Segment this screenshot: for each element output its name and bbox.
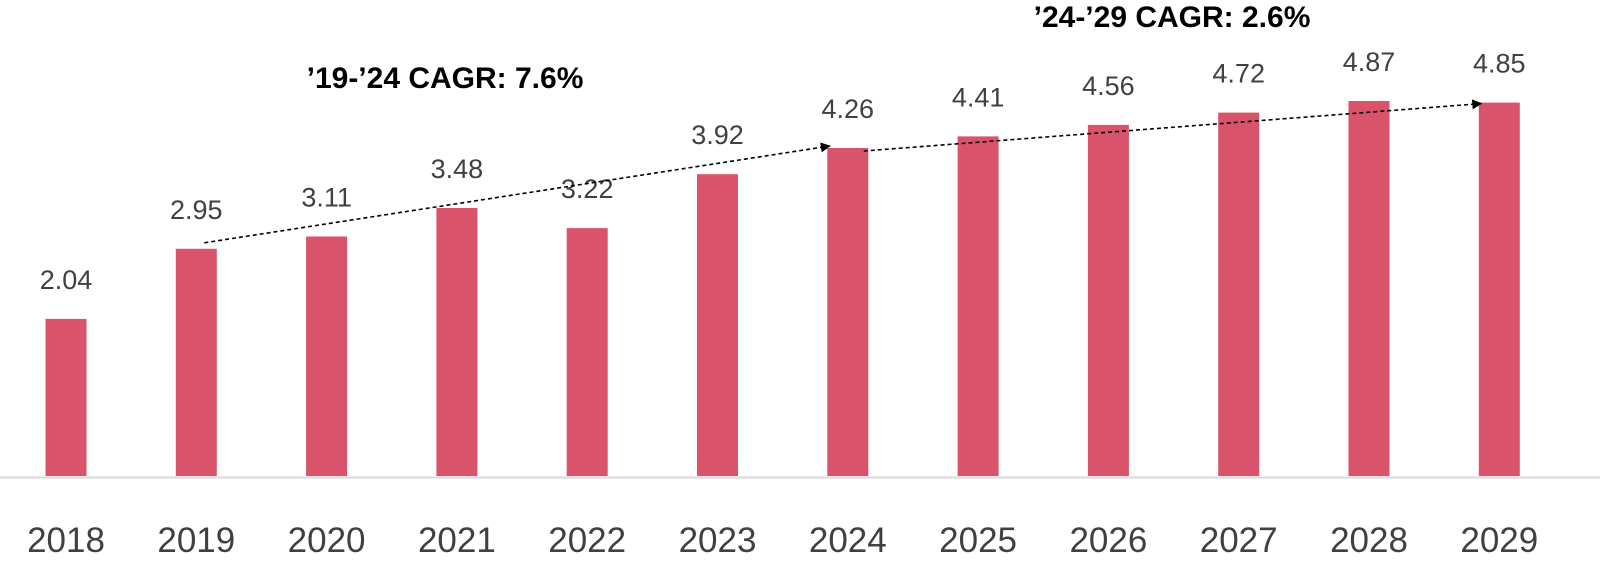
data-label-2023: 3.92: [691, 120, 744, 150]
data-label-2028: 4.87: [1343, 47, 1396, 77]
data-label-2022: 3.22: [561, 174, 614, 204]
data-label-2025: 4.41: [952, 82, 1005, 112]
x-tick-2029: 2029: [1460, 521, 1538, 560]
x-tick-2019: 2019: [157, 521, 235, 560]
data-label-2024: 4.26: [822, 94, 875, 124]
x-tick-labels: 2018 2019 2020 2021 2022 2023 2024 2025 2026 2027…: [27, 521, 1538, 560]
bar-2022: [566, 228, 608, 476]
bar-2020: [306, 236, 348, 476]
x-tick-2026: 2026: [1069, 521, 1147, 560]
x-tick-2021: 2021: [418, 521, 496, 560]
data-label-2029: 4.85: [1473, 49, 1526, 79]
data-label-2019: 2.95: [170, 195, 223, 225]
bars-layer: [45, 101, 1520, 477]
data-label-2020: 3.11: [301, 183, 352, 213]
cagr-label-2: ’24-’29 CAGR: 2.6%: [1034, 1, 1311, 34]
x-tick-2022: 2022: [548, 521, 626, 560]
x-tick-2023: 2023: [679, 521, 757, 560]
bar-2026: [1087, 124, 1129, 477]
bar-2025: [957, 136, 999, 476]
bar-2019: [175, 248, 217, 476]
data-label-2021: 3.48: [431, 154, 484, 184]
x-tick-2024: 2024: [809, 521, 887, 560]
cagr-arrow-2: [863, 99, 1483, 152]
bar-2029: [1478, 102, 1520, 476]
cagr-label-1: ’19-’24 CAGR: 7.6%: [307, 62, 584, 95]
cagr-arrow-1: [204, 142, 831, 244]
data-label-2026: 4.56: [1082, 71, 1135, 101]
cagr-annotations: ’19-’24 CAGR: 7.6% ’24-’29 CAGR: 2.6%: [204, 1, 1483, 244]
x-tick-2020: 2020: [288, 521, 366, 560]
x-tick-2025: 2025: [939, 521, 1017, 560]
bar-2028: [1348, 101, 1390, 476]
bar-2023: [697, 174, 738, 476]
bar-2024: [827, 148, 869, 476]
bar-2021: [436, 208, 478, 476]
value-labels-layer: 2.04 2.95 3.11 3.48 3.22 3.92 4.26 4.41 4.56 4.72…: [40, 47, 1526, 295]
x-tick-2028: 2028: [1330, 521, 1408, 560]
x-tick-2027: 2027: [1200, 521, 1278, 560]
bar-2027: [1218, 112, 1260, 476]
data-label-2018: 2.04: [40, 265, 93, 295]
bar-2018: [45, 318, 87, 476]
x-tick-2018: 2018: [27, 521, 105, 560]
data-label-2027: 4.72: [1212, 59, 1265, 89]
